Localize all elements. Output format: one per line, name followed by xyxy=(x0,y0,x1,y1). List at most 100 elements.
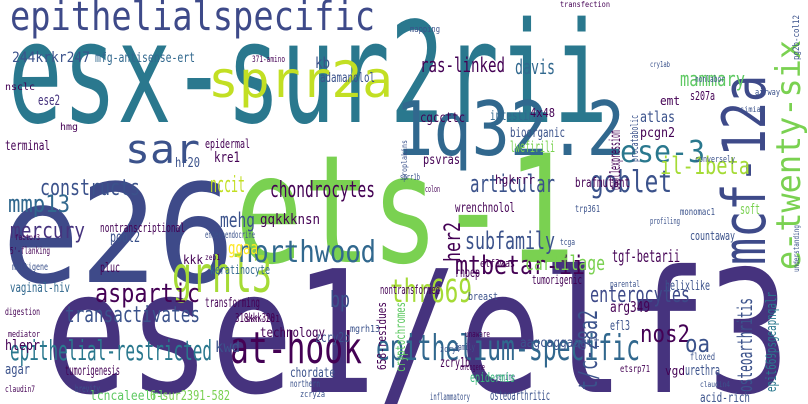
word: pluc xyxy=(100,261,120,276)
word: acid-rich xyxy=(700,391,750,404)
word: cryptochromes xyxy=(394,302,409,372)
word: brafmutant xyxy=(575,176,630,191)
word: procatabolic xyxy=(628,115,641,162)
word: zcry2b xyxy=(315,331,350,346)
word: nontransformed xyxy=(380,283,440,297)
word: lcncaleelrl xyxy=(90,389,165,404)
word: intestinal xyxy=(490,109,545,124)
word: t/c-28a2 xyxy=(574,310,604,390)
word: northwood xyxy=(238,235,376,270)
word: epithelialspecific xyxy=(10,0,375,40)
word: mercury xyxy=(10,219,85,244)
word: adamanolol xyxy=(320,71,375,86)
word: keratinocyte xyxy=(210,263,270,277)
word: enterocytes xyxy=(590,283,690,308)
word: chondrocytes xyxy=(270,178,375,203)
word: enteroendocrine xyxy=(205,230,255,241)
word: unaware xyxy=(465,330,490,340)
word: digestion xyxy=(5,307,40,318)
word: arg349 xyxy=(610,298,650,316)
word: esx-sur2rii xyxy=(8,0,608,156)
word: tumorigenic xyxy=(532,273,582,287)
word: goblet xyxy=(590,165,672,200)
word: epithelium-specific xyxy=(376,328,640,369)
word: inflammatory xyxy=(430,392,470,403)
word: simian xyxy=(740,105,765,114)
word: cgccttc xyxy=(420,111,465,126)
word: gqkkknsn xyxy=(260,212,320,228)
word: technology xyxy=(260,326,325,341)
word: tcga xyxy=(560,238,575,248)
word: sar xyxy=(125,127,200,173)
word: zeb1 xyxy=(205,253,220,262)
word: conversely xyxy=(695,155,735,165)
word: psvras xyxy=(423,153,460,168)
word: epidermis xyxy=(470,371,515,386)
word: claudin7 xyxy=(5,385,35,395)
word: hlepr xyxy=(5,338,40,354)
word: helixlike xyxy=(665,279,710,294)
word: lwefirili xyxy=(510,138,555,156)
word: elf3was xyxy=(480,257,515,270)
word: cartilage xyxy=(525,251,605,275)
word: brevity xyxy=(75,384,100,395)
word: monomac1 xyxy=(680,207,715,218)
word: countaway xyxy=(690,229,735,243)
word: pg2b-col12 xyxy=(792,15,802,60)
word: mapping xyxy=(410,25,440,35)
word: skn-1d1 xyxy=(245,314,280,325)
word: terminal xyxy=(5,139,50,154)
word: hmg xyxy=(60,122,78,133)
word: ets-1 xyxy=(235,124,575,298)
word: thr669 xyxy=(390,272,472,310)
word: urethra xyxy=(685,363,720,379)
word: constructs xyxy=(40,176,140,201)
word: epit669psgeapnqalr xyxy=(764,292,780,392)
word: emt xyxy=(660,94,680,108)
word: nsclc xyxy=(5,82,35,93)
word: mfg-antisense-ert xyxy=(95,51,195,66)
word: sprr2a xyxy=(208,51,393,109)
word: ovol1expression xyxy=(606,130,624,190)
word: northern xyxy=(290,379,320,390)
word: ese1/elf3 xyxy=(45,235,790,404)
word: mmp13 xyxy=(8,190,70,218)
word: hgkrrr xyxy=(495,173,535,187)
word: serine xyxy=(495,372,515,383)
word: nonlabor xyxy=(695,75,725,85)
word: aagcaggaagtt xyxy=(520,336,600,351)
word: uroplakins xyxy=(400,140,409,180)
word: 4x48 xyxy=(530,106,555,120)
word: subfamily xyxy=(465,227,555,255)
word: cry1ab xyxy=(650,60,670,69)
word: nontranscriptional xyxy=(100,221,185,235)
word: 318kkk320 xyxy=(235,311,275,325)
word: mgrh13 xyxy=(350,324,380,335)
word: bioorganic xyxy=(510,126,565,141)
word: understanding xyxy=(792,225,801,272)
word: mehg xyxy=(220,208,255,232)
word: zcry4 xyxy=(440,345,460,355)
word: factor3 xyxy=(15,233,40,242)
word: claudin4 xyxy=(700,380,730,389)
word: transforming xyxy=(205,296,260,311)
word: at-hook xyxy=(230,323,362,374)
word: family xyxy=(455,343,475,353)
word: ese2 xyxy=(38,93,60,109)
word: atlas xyxy=(640,108,675,126)
word: epithelial-restricted xyxy=(10,334,212,367)
word: epidermal xyxy=(205,137,250,151)
word: mcf-12a xyxy=(710,75,780,265)
word: trp361 xyxy=(575,204,600,215)
word: mtbetar-ii xyxy=(455,251,585,281)
word: breast xyxy=(468,290,498,303)
word: transfection xyxy=(560,0,610,9)
word: 6-sur2391-582 xyxy=(150,389,230,404)
word: kwd xyxy=(215,338,240,356)
word: kb xyxy=(315,54,330,72)
word: 658-residues xyxy=(375,302,389,370)
word: floxed xyxy=(690,352,715,363)
word: sprr1b xyxy=(400,173,420,183)
word: ggaa xyxy=(228,238,258,259)
